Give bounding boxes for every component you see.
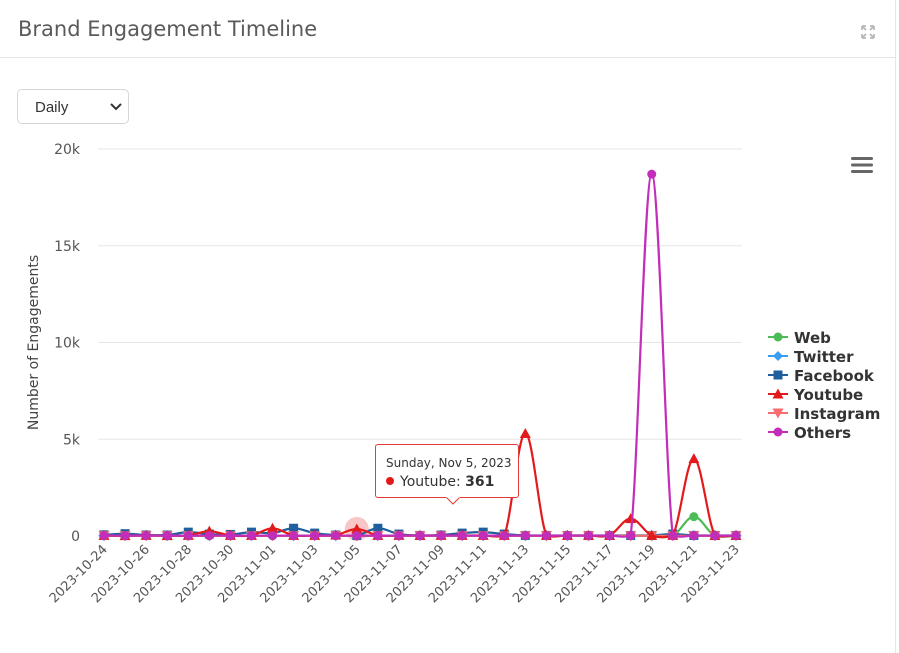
tooltip-separator: : [456,474,466,490]
data-point-others [162,531,172,541]
data-point-others [373,531,383,541]
data-point-youtube [625,513,637,524]
card-title: Brand Engagement Timeline [18,17,318,41]
y-tick-label: 20k [54,142,81,158]
y-axis-title: Number of Engagements [26,255,42,430]
legend-symbol-youtube [768,388,788,399]
legend-label-web: Web [794,329,831,347]
legend-label-twitter: Twitter [794,348,854,366]
tooltip-date: Sunday, Nov 5, 2023 [386,456,512,470]
data-point-others [562,531,572,541]
data-point-web [689,512,699,522]
data-point-others [120,531,130,541]
tooltip-series-dot [386,477,394,485]
data-point-youtube [351,523,363,534]
data-point-others [394,531,404,541]
legend-label-instagram: Instagram [794,405,881,423]
card-header: Brand Engagement Timeline [0,0,896,58]
data-point-others [415,531,425,541]
data-point-others [689,531,699,541]
data-point-others [436,531,446,541]
tooltip-row: Youtube: 361 [386,474,494,490]
data-point-others [246,531,256,541]
data-point-youtube [519,427,531,438]
data-point-others [626,531,636,541]
data-point-facebook [373,523,383,533]
data-point-youtube [646,529,658,540]
y-tick-label: 0 [71,529,80,545]
y-tick-label: 10k [54,336,81,352]
legend-symbol-web [768,332,788,342]
y-tick-label: 5k [63,432,81,448]
data-point-others [99,531,109,541]
data-point-others [331,531,341,541]
tooltip-value: 361 [465,474,495,490]
legend-label-facebook: Facebook [794,367,874,385]
legend-symbol-facebook [768,370,788,380]
data-point-others [352,531,362,541]
data-point-others [647,169,657,179]
data-point-others [268,531,278,541]
tooltip-series-name: Youtube [400,474,456,490]
data-point-others [478,531,488,541]
legend-label-youtube: Youtube [794,386,864,404]
data-point-others [710,531,720,541]
data-point-others [457,531,467,541]
data-point-facebook [289,523,299,533]
data-point-others [310,531,320,541]
data-point-others [668,531,678,541]
chevron-down-icon [110,103,122,111]
legend-symbol-twitter [768,351,788,361]
tooltip-arrow [446,497,460,505]
chart-tooltip: Sunday, Nov 5, 2023 Youtube: 361 [375,444,519,505]
data-point-others [141,531,151,541]
legend-label-others: Others [794,424,852,442]
data-point-others [225,531,235,541]
hamburger-menu-icon[interactable] [851,155,873,175]
expand-icon[interactable] [860,24,876,40]
data-point-others [731,531,741,541]
data-point-youtube [267,522,279,533]
data-point-others [289,531,299,541]
data-point-others [183,531,193,541]
legend-symbol-others [768,427,788,437]
y-tick-label: 15k [54,239,81,255]
data-point-others [520,531,530,541]
data-point-others [605,531,615,541]
data-point-others [204,531,214,541]
data-point-youtube [688,453,700,464]
period-select-value: Daily [35,99,69,116]
period-select[interactable]: Daily [17,89,129,124]
data-point-others [541,531,551,541]
data-point-others [499,531,509,541]
legend-symbol-instagram [768,408,788,419]
data-point-others [584,531,594,541]
